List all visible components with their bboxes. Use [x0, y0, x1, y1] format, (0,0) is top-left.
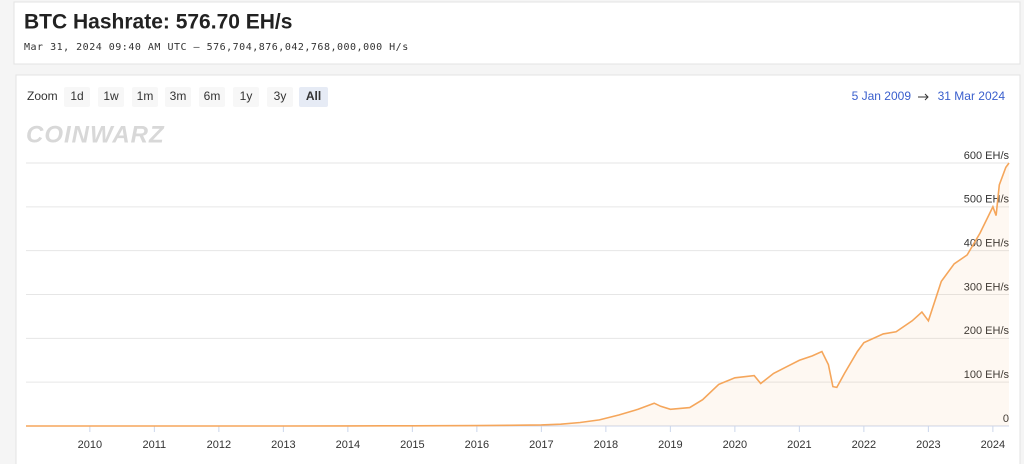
x-tick-label: 2010 — [78, 439, 102, 451]
button-bg — [299, 87, 328, 107]
zoom-button[interactable]: 1w — [98, 87, 124, 107]
header-panel — [13, 1, 1021, 65]
button-bg — [132, 87, 158, 107]
area — [26, 163, 1009, 426]
range-arrow — [918, 93, 929, 101]
button-label[interactable]: 1d — [70, 89, 83, 103]
button-label[interactable]: 6m — [204, 89, 221, 103]
zoom-label: Zoom — [27, 89, 58, 103]
button-bg — [233, 87, 259, 107]
x-tick-label: 2018 — [594, 439, 618, 451]
button-bg — [165, 87, 191, 107]
x-tick-label: 2016 — [465, 439, 489, 451]
y-tick-label: 300 EH/s — [964, 281, 1010, 293]
chart-panel — [15, 74, 1021, 464]
x-tick-label: 2011 — [143, 439, 167, 451]
button-label[interactable]: 1y — [240, 89, 253, 103]
y-tick-label: 100 EH/s — [964, 369, 1010, 381]
y-tick-label: 200 EH/s — [964, 325, 1010, 337]
x-tick-label: 2024 — [981, 439, 1005, 451]
subtitle: Mar 31, 2024 09:40 AM UTC – 576,704,876,… — [24, 42, 409, 53]
range-from[interactable]: 5 Jan 2009 — [852, 89, 912, 103]
button-bg — [98, 87, 124, 107]
x-tick-label: 2023 — [916, 439, 940, 451]
y-tick-label: 0 — [1003, 413, 1009, 425]
zoom-buttons: 1d 1w 1m 3m 6m 1y 3y All — [64, 87, 328, 107]
button-label[interactable]: 1w — [103, 89, 119, 103]
y-tick-label: 600 EH/s — [964, 150, 1010, 162]
button-label[interactable]: 1m — [137, 89, 154, 103]
zoom-button[interactable]: All — [299, 87, 328, 107]
x-tick-label: 2021 — [787, 439, 811, 451]
watermark: COINWARZ — [26, 121, 165, 148]
zoom-button[interactable]: 6m — [199, 87, 225, 107]
zoom-button[interactable]: 3y — [267, 87, 293, 107]
x-tick-label: 2013 — [271, 439, 295, 451]
title: BTC Hashrate: 576.70 EH/s — [24, 11, 292, 34]
zoom-button[interactable]: 1d — [64, 87, 90, 107]
x-tick-label: 2022 — [852, 439, 876, 451]
x-tick-label: 2017 — [529, 439, 553, 451]
zoom-button[interactable]: 1y — [233, 87, 259, 107]
x-tick-label: 2015 — [400, 439, 424, 451]
zoom-button[interactable]: 1m — [132, 87, 158, 107]
button-label[interactable]: All — [306, 89, 321, 103]
x-tick-label: 2014 — [336, 439, 360, 451]
button-bg — [64, 87, 90, 107]
x-tick-label: 2020 — [723, 439, 747, 451]
x-tick-label: 2012 — [207, 439, 231, 451]
button-bg — [199, 87, 225, 107]
button-bg — [267, 87, 293, 107]
x-tick-label: 2019 — [658, 439, 682, 451]
zoom-button[interactable]: 3m — [165, 87, 191, 107]
range-to[interactable]: 31 Mar 2024 — [938, 89, 1006, 103]
button-label[interactable]: 3y — [274, 89, 287, 103]
button-label[interactable]: 3m — [170, 89, 187, 103]
line — [26, 162, 1010, 427]
